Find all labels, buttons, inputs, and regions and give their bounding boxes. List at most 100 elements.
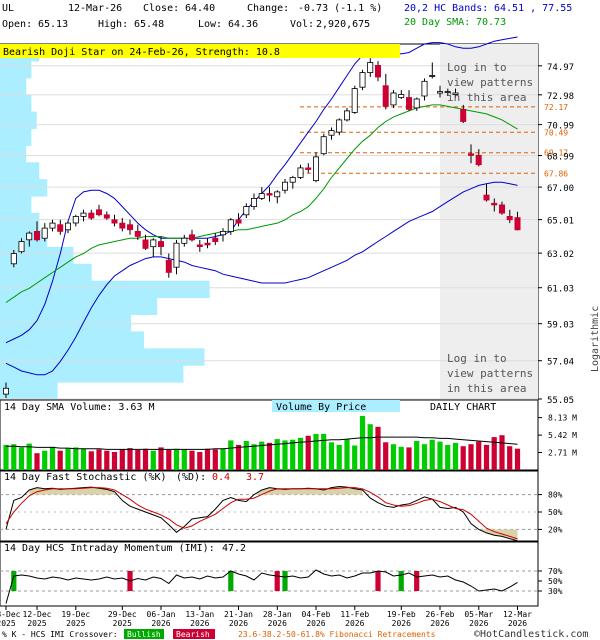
volume-bar: [274, 439, 280, 470]
candle-body: [196, 244, 203, 247]
candle-body: [10, 253, 17, 265]
volume-bar: [150, 450, 156, 470]
candlestick: [382, 74, 389, 110]
date-tick-label: 12-Mar: [503, 610, 532, 619]
volume-by-price-tab: [272, 400, 400, 412]
date-tick-year: 2025: [113, 619, 132, 628]
volume-bar: [11, 444, 17, 470]
candle-body: [111, 219, 118, 224]
volume-bar: [313, 433, 319, 470]
candlestick: [328, 127, 335, 140]
vol-label: Vol:: [290, 19, 314, 30]
volume-by-price-bar: [0, 382, 58, 400]
date-tick-label: 29-Dec: [108, 610, 137, 619]
date-tick-label: 06-Jan: [147, 610, 176, 619]
date-axis: 08-Dec202512-Dec202519-Dec202529-Dec2025…: [0, 606, 532, 628]
login-notice-bottom-3[interactable]: in this area: [447, 382, 526, 395]
date-tick-label: 05-Mar: [464, 610, 493, 619]
volume-bar: [344, 439, 350, 470]
login-notice-top-1[interactable]: Log in to: [447, 61, 507, 74]
candlestick: [212, 233, 219, 245]
symbol: UL: [2, 3, 14, 14]
candlestick: [421, 78, 428, 101]
login-notice-bottom-2[interactable]: view patterns: [447, 367, 533, 380]
candlestick: [281, 179, 288, 194]
volume-by-price-bar: [0, 246, 74, 265]
volume-tick-label: 5.42 M: [548, 431, 577, 440]
momentum-value: 47.2: [222, 543, 246, 554]
candle-body: [157, 241, 164, 247]
sma-value: 70.73: [476, 17, 506, 28]
candlestick: [367, 58, 374, 77]
candlestick: [41, 223, 48, 242]
stochastic-k-value: 0.4: [212, 472, 230, 483]
copyright[interactable]: ©HotCandlestick.com: [474, 629, 588, 640]
volume-bar: [135, 450, 141, 470]
candle-body: [405, 97, 412, 110]
candle-body: [165, 259, 172, 273]
volume-bar: [297, 437, 304, 470]
volume-bar: [3, 444, 9, 470]
candlestick: [336, 118, 343, 136]
volume-tick-label: 2.71 M: [548, 449, 577, 458]
date-tick-label: 12-Dec: [23, 610, 52, 619]
change-value: -0.73 (-1.1 %): [298, 3, 382, 14]
date-tick-year: 2026: [508, 619, 527, 628]
candlestick: [250, 193, 257, 210]
volume-bar: [73, 447, 79, 470]
candle-body: [421, 80, 428, 97]
bearish-crossover-marker: [375, 571, 381, 591]
volume-by-price-bar: [0, 145, 27, 163]
candle-body: [312, 156, 319, 181]
price-tick-label: 63.02: [547, 250, 574, 260]
volume-title: 14 Day SMA Volume: 3.63 M: [4, 402, 155, 413]
bullish-legend-box: [124, 629, 164, 639]
candle-body: [227, 219, 234, 232]
volume-axis: 8.13 M 5.42 M 2.71 M: [538, 414, 577, 458]
volume-bar: [26, 443, 32, 470]
candlestick: [405, 90, 412, 111]
volume-bar: [34, 453, 40, 470]
momentum-title: 14 Day HCS Intraday Momentum (IMI):: [4, 543, 215, 554]
candlestick: [80, 209, 87, 222]
candlestick: [491, 198, 498, 212]
candle-body: [212, 237, 219, 242]
price-axis: 55.05 57.04 59.03 61.03 63.02 65.01 67.00 68.99…: [538, 63, 574, 406]
volume-bar: [414, 441, 420, 470]
stochastic-d-value: 3.7: [246, 472, 264, 483]
hc-bands-label: 20,2 HC Bands:: [404, 3, 488, 14]
volume-bar: [88, 451, 94, 470]
volume-bars: [3, 415, 521, 470]
candlestick: [320, 133, 327, 156]
candlestick: [436, 85, 443, 98]
fibonacci-label: 67.86: [544, 169, 568, 178]
login-notice-bottom-1[interactable]: Log in to: [447, 352, 507, 365]
volume-bar: [173, 448, 180, 470]
open-value: 65.13: [38, 19, 68, 30]
sma-label: 20 Day SMA:: [404, 17, 470, 28]
candlestick: [111, 214, 118, 227]
volume-bar: [383, 442, 389, 470]
candlestick: [165, 253, 172, 278]
candle-body: [475, 154, 482, 166]
stochastic-d-label: (%D):: [176, 472, 206, 483]
volume-panel: 14 Day SMA Volume: 3.63 M Volume By Pric…: [0, 399, 539, 471]
candle-body: [514, 217, 521, 231]
volume-bar: [111, 452, 118, 470]
volume-by-price-bar: [0, 128, 32, 146]
volume-bar: [18, 447, 25, 470]
momentum-axis: 70%50%30%: [538, 567, 563, 596]
date-tick-label: 08-Dec: [0, 610, 21, 619]
momentum-tick-label: 70%: [548, 567, 563, 576]
login-notice-top-3[interactable]: in this area: [447, 91, 526, 104]
candle-body: [235, 219, 242, 224]
volume-bar: [321, 433, 327, 470]
volume-bar: [359, 415, 366, 470]
candlestick: [498, 201, 505, 215]
vol-value: 2,920,675: [316, 19, 370, 30]
login-notice-top-2[interactable]: view patterns: [447, 76, 533, 89]
login-shaded-area: [440, 44, 538, 399]
stochastic-lines: [0, 485, 538, 542]
volume-by-price-bar: [0, 196, 32, 214]
volume-by-price-bar: [0, 111, 37, 129]
